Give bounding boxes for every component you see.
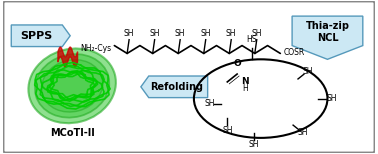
- Text: SH: SH: [326, 94, 337, 103]
- Text: Thia-zip
NCL: Thia-zip NCL: [305, 21, 349, 43]
- Ellipse shape: [28, 49, 116, 123]
- Text: HS: HS: [246, 35, 257, 44]
- Text: MCoTI-II: MCoTI-II: [50, 128, 94, 138]
- Text: SH: SH: [302, 67, 313, 76]
- Text: COSR: COSR: [283, 48, 305, 57]
- Text: Refolding: Refolding: [150, 82, 203, 92]
- Text: SH: SH: [124, 29, 134, 38]
- Polygon shape: [141, 76, 208, 98]
- Text: SH: SH: [251, 29, 262, 38]
- Text: O: O: [233, 59, 241, 68]
- Polygon shape: [292, 16, 363, 59]
- FancyBboxPatch shape: [3, 1, 375, 153]
- Text: H: H: [242, 84, 248, 93]
- Ellipse shape: [35, 54, 109, 118]
- Text: SH: SH: [204, 99, 215, 108]
- Polygon shape: [11, 25, 70, 47]
- Text: SH: SH: [149, 29, 160, 38]
- Text: SH: SH: [249, 140, 259, 149]
- Text: SH: SH: [222, 126, 232, 135]
- Text: SH: SH: [175, 29, 186, 38]
- Text: N: N: [241, 77, 249, 86]
- Text: NH₂-Cys: NH₂-Cys: [80, 44, 112, 53]
- Text: SH: SH: [226, 29, 237, 38]
- Text: SPPS: SPPS: [21, 31, 53, 41]
- Text: SH: SH: [200, 29, 211, 38]
- Ellipse shape: [42, 60, 103, 112]
- Text: SH: SH: [297, 128, 308, 138]
